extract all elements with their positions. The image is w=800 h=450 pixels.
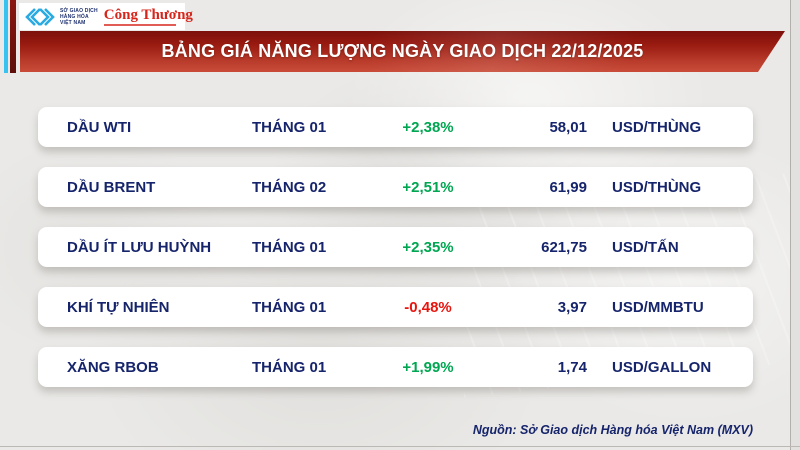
- contract-month: THÁNG 01: [252, 238, 327, 256]
- table-row: DẦU ÍT LƯU HUỲNH THÁNG 01 +2,35% 621,75 …: [38, 227, 753, 267]
- price-unit: USD/THÙNG: [612, 118, 702, 136]
- right-edge-line: [790, 0, 791, 450]
- contract-month: THÁNG 02: [252, 178, 327, 196]
- left-accent-maroon-stripe: [10, 0, 16, 73]
- source-credit: Nguồn: Sở Giao dịch Hàng hóa Việt Nam (M…: [472, 423, 753, 437]
- change-percent: +2,51%: [402, 178, 454, 196]
- price-unit: USD/TẤN: [612, 238, 679, 256]
- change-percent: +2,38%: [402, 118, 454, 136]
- price-value: 3,97: [557, 298, 587, 316]
- newspaper-name: Công Thương: [103, 6, 193, 23]
- price-unit: USD/MMBTU: [612, 298, 704, 316]
- contract-month: THÁNG 01: [252, 358, 327, 376]
- change-percent: +1,99%: [402, 358, 454, 376]
- contract-month: THÁNG 01: [252, 118, 327, 136]
- exchange-name-line2: HÀNG HÓA: [60, 13, 89, 20]
- price-unit: USD/GALLON: [612, 358, 712, 376]
- commodity-name: DẦU ÍT LƯU HUỲNH: [67, 238, 212, 256]
- right-edge-light: [791, 0, 800, 450]
- contract-month: THÁNG 01: [252, 298, 327, 316]
- price-value: 621,75: [541, 238, 587, 256]
- left-accent-cyan-stripe: [4, 0, 8, 73]
- page-title: BẢNG GIÁ NĂNG LƯỢNG NGÀY GIAO DỊCH 22/12…: [161, 41, 644, 61]
- price-unit: USD/THÙNG: [612, 178, 702, 196]
- commodity-name: DẦU BRENT: [67, 178, 156, 196]
- price-value: 1,74: [557, 358, 587, 376]
- change-percent: +2,35%: [402, 238, 454, 256]
- commodity-name: KHÍ TỰ NHIÊN: [67, 298, 170, 316]
- price-value: 61,99: [549, 178, 587, 196]
- table-row: DẦU WTI THÁNG 01 +2,38% 58,01 USD/THÙNG: [38, 107, 753, 147]
- newspaper-logo: Công Thương: [103, 6, 193, 26]
- exchange-name: SỞ GIAO DỊCH HÀNG HÓA VIỆT NAM: [60, 8, 98, 26]
- price-value: 58,01: [549, 118, 587, 136]
- logo-plate: SỞ GIAO DỊCH HÀNG HÓA VIỆT NAM Công Thươ…: [19, 3, 193, 30]
- exchange-name-line3: VIỆT NAM: [60, 19, 86, 26]
- table-row: DẦU BRENT THÁNG 02 +2,51% 61,99 USD/THÙN…: [38, 167, 753, 207]
- newspaper-tagline-rule: [103, 23, 176, 26]
- mxv-logo-icon: [25, 7, 55, 26]
- table-row: KHÍ TỰ NHIÊN THÁNG 01 -0,48% 3,97 USD/MM…: [38, 287, 753, 327]
- price-table: DẦU WTI THÁNG 01 +2,38% 58,01 USD/THÙNG …: [38, 107, 753, 407]
- change-percent: -0,48%: [404, 298, 452, 316]
- title-banner: BẢNG GIÁ NĂNG LƯỢNG NGÀY GIAO DỊCH 22/12…: [20, 31, 785, 72]
- exchange-name-line1: SỞ GIAO DỊCH: [60, 7, 98, 14]
- commodity-name: XĂNG RBOB: [67, 358, 159, 376]
- bottom-edge-line: [0, 446, 800, 447]
- table-row: XĂNG RBOB THÁNG 01 +1,99% 1,74 USD/GALLO…: [38, 347, 753, 387]
- commodity-name: DẦU WTI: [67, 118, 132, 136]
